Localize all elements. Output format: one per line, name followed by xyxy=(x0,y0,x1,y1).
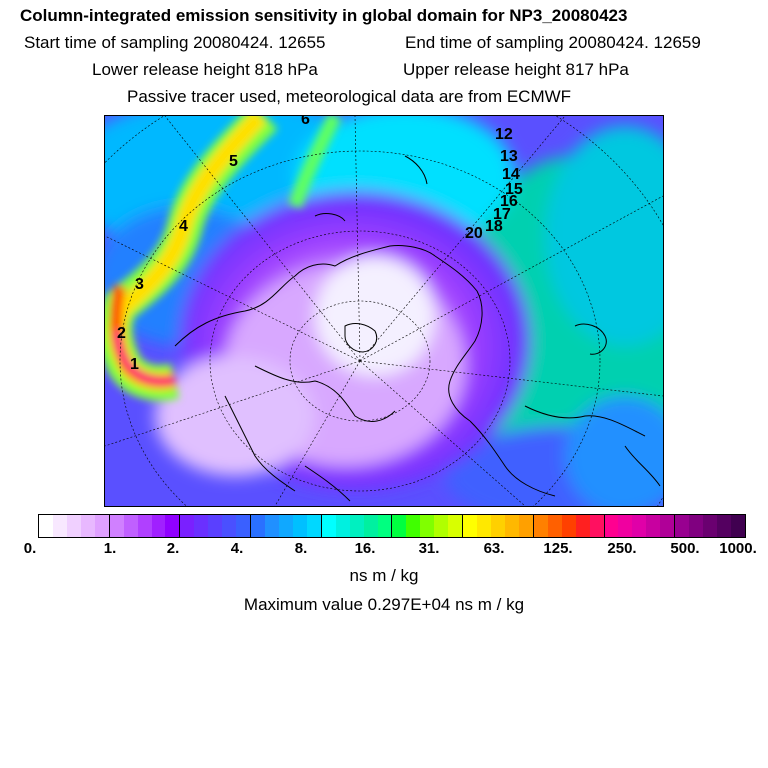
colorbar-units: ns m / kg xyxy=(349,566,419,585)
colorbar-tick-label: 8. xyxy=(294,540,308,557)
colorbar-swatch xyxy=(363,515,378,537)
colorbar-swatch xyxy=(448,515,464,537)
plume-age-label: 1 xyxy=(130,356,139,373)
plume-age-label: 15 xyxy=(505,181,523,198)
plume-age-label: 16 xyxy=(500,193,518,210)
colorbar-swatch xyxy=(392,515,407,537)
plume-age-label: 5 xyxy=(229,153,238,170)
colorbar-tick-label: 125. xyxy=(543,540,573,557)
colorbar-swatch xyxy=(703,515,717,537)
colorbar-tick-label: 4. xyxy=(230,540,244,557)
colorbar-swatch xyxy=(561,515,576,537)
plume-age-label: 20 xyxy=(465,225,483,242)
plume-age-label: 4 xyxy=(179,218,188,235)
colorbar-swatch xyxy=(547,515,562,537)
plume xyxy=(105,116,342,401)
plume-age-label: 18 xyxy=(485,218,503,235)
colorbar-swatch xyxy=(52,515,67,537)
colorbar-swatch xyxy=(208,515,223,537)
colorbar-swatch xyxy=(675,515,690,537)
emission-sensitivity-map: 1 2 3 4 5 6 12 13 14 15 16 17 18 20 xyxy=(104,115,664,507)
colorbar-swatch xyxy=(434,515,449,537)
maximum-value: Maximum value 0.297E+04 ns m / kg xyxy=(243,595,525,614)
colorbar-swatch xyxy=(504,515,519,537)
colorbar-tick-label: 0. xyxy=(23,540,37,557)
colorbar-swatch xyxy=(477,515,491,537)
colorbar-swatch xyxy=(222,515,237,537)
colorbar-swatch xyxy=(194,515,209,537)
plume-age-label: 3 xyxy=(135,276,144,293)
colorbar-tick-label: 63. xyxy=(483,540,505,557)
colorbar-swatch xyxy=(420,515,435,537)
colorbar-swatch xyxy=(151,515,166,537)
map-title: Column-integrated emission sensitivity i… xyxy=(20,6,628,25)
sensitivity-field xyxy=(105,116,663,506)
plume-age-label: 17 xyxy=(493,206,511,223)
colorbar-swatch xyxy=(349,515,364,537)
lower-release-height: Lower release height 818 hPa xyxy=(92,60,318,79)
colorbar-tick-label: 1. xyxy=(103,540,117,557)
colorbar-swatch xyxy=(66,515,81,537)
colorbar-swatch xyxy=(137,515,152,537)
colorbar-swatch xyxy=(646,515,661,537)
colorbar-swatch xyxy=(660,515,676,537)
colorbar-tick-label: 16. xyxy=(354,540,376,557)
colorbar-swatch xyxy=(618,515,633,537)
plume-age-label: 14 xyxy=(502,166,520,183)
colorbar-swatch xyxy=(491,515,505,537)
colorbar-swatch xyxy=(278,515,293,537)
colorbar-swatch xyxy=(589,515,605,537)
colorbar-swatch xyxy=(80,515,95,537)
colorbar-tick-label: 31. xyxy=(418,540,440,557)
colorbar-tick-label: 2. xyxy=(166,540,180,557)
coastlines xyxy=(174,155,661,502)
colorbar-swatch xyxy=(463,515,478,537)
colorbar-swatch xyxy=(730,515,745,537)
colorbar-swatch xyxy=(236,515,252,537)
colorbar-tick-label: 500. xyxy=(670,540,700,557)
start-sampling-time: Start time of sampling 20080424. 12655 xyxy=(24,33,326,52)
colorbar-swatch xyxy=(632,515,647,537)
colorbar-swatch xyxy=(180,515,195,537)
colorbar-swatch xyxy=(533,515,548,537)
colorbar-swatch xyxy=(321,515,336,537)
colorbar-swatch xyxy=(306,515,322,537)
colorbar xyxy=(38,514,746,538)
colorbar-swatch xyxy=(377,515,393,537)
colorbar-swatch xyxy=(292,515,307,537)
colorbar-swatch xyxy=(406,515,421,537)
graticule xyxy=(105,116,663,506)
colorbar-swatch xyxy=(518,515,534,537)
colorbar-swatch xyxy=(335,515,350,537)
plume-age-label: 13 xyxy=(500,148,518,165)
colorbar-swatch xyxy=(94,515,110,537)
colorbar-swatch xyxy=(39,515,53,537)
colorbar-swatch xyxy=(123,515,138,537)
colorbar-swatch xyxy=(265,515,279,537)
upper-release-height: Upper release height 817 hPa xyxy=(403,60,629,79)
colorbar-tick-label: 1000. xyxy=(719,540,757,557)
colorbar-swatch xyxy=(689,515,704,537)
colorbar-tick-label: 250. xyxy=(607,540,637,557)
plume-age-label: 12 xyxy=(495,126,513,143)
tracer-note: Passive tracer used, meteorological data… xyxy=(127,87,572,106)
colorbar-swatch xyxy=(165,515,181,537)
end-sampling-time: End time of sampling 20080424. 12659 xyxy=(405,33,701,52)
colorbar-swatch xyxy=(109,515,124,537)
plume-age-label: 2 xyxy=(117,325,126,342)
plume-age-label: 6 xyxy=(301,116,310,128)
colorbar-swatch xyxy=(717,515,731,537)
colorbar-swatch xyxy=(575,515,590,537)
colorbar-swatch xyxy=(604,515,619,537)
colorbar-swatch xyxy=(251,515,265,537)
